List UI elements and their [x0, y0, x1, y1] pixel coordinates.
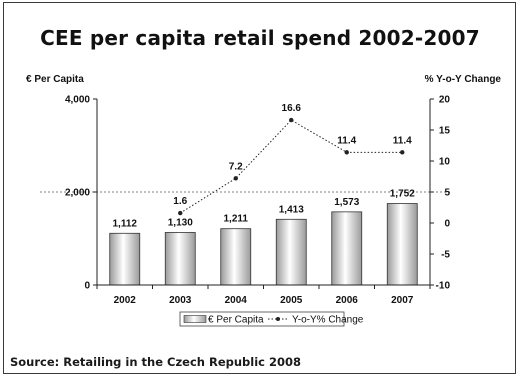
legend-line-marker	[276, 317, 280, 321]
left-tick-label: 0	[84, 281, 90, 292]
bar	[386, 203, 418, 286]
legend-bar-swatch	[183, 315, 207, 323]
yoy-value-label: 1.6	[173, 196, 187, 207]
bar-value-label: 1,130	[168, 217, 193, 228]
bar	[331, 211, 363, 286]
left-axis-title: € Per Capita	[26, 74, 84, 85]
bar	[109, 232, 141, 286]
x-tick-label: 2007	[391, 295, 414, 306]
right-tick-label: -10	[436, 281, 451, 292]
x-tick-label: 2005	[280, 295, 303, 306]
left-tick-label: 2,000	[65, 188, 90, 199]
legend-layer: € Per Capita Y-o-Y% Change	[179, 311, 364, 327]
right-tick-label: 5	[444, 188, 450, 199]
yoy-point	[178, 210, 183, 216]
x-tick-label: 2003	[169, 295, 192, 306]
yoy-point	[344, 150, 349, 155]
chart-frame	[3, 2, 516, 374]
chart-title: CEE per capita retail spend 2002-2007	[40, 26, 480, 50]
bar-value-label: 1,112	[113, 218, 138, 229]
source-note: Source: Retailing in the Czech Republic …	[10, 355, 301, 369]
bars-layer	[109, 203, 418, 286]
bar-value-label: 1,573	[334, 197, 359, 208]
right-axis-title: % Y-o-Y Change	[425, 74, 502, 85]
bar-value-label: 1,413	[279, 204, 304, 215]
yoy-line	[179, 119, 403, 214]
right-tick-label: 0	[444, 219, 450, 230]
bar-value-label: 1,211	[224, 214, 249, 225]
line-layer	[178, 117, 405, 216]
bar	[164, 232, 196, 286]
axes-layer: 0 2,000 4,000 -10 -5 0 5 10 15 20 2002 2003 2004 2005…	[26, 74, 501, 306]
right-tick-label: 20	[439, 95, 451, 106]
yoy-point	[289, 117, 294, 123]
x-tick-label: 2002	[114, 295, 137, 306]
right-tick-label: 15	[439, 126, 451, 137]
yoy-value-label: 11.4	[393, 135, 412, 146]
yoy-point	[233, 176, 238, 181]
right-tick-label: 10	[439, 157, 451, 168]
bar	[275, 218, 307, 286]
legend-bar-label: € Per Capita	[208, 315, 264, 326]
bar-value-label: 1,752	[390, 189, 415, 200]
bar	[220, 228, 252, 286]
x-tick-label: 2006	[336, 295, 359, 306]
yoy-point	[400, 150, 405, 155]
yoy-value-label: 16.6	[282, 103, 302, 114]
right-tick-label: -5	[441, 250, 450, 261]
x-tick-label: 2004	[225, 295, 248, 306]
legend-box	[179, 311, 345, 327]
yoy-value-label: 7.2	[229, 161, 243, 172]
yoy-value-label: 11.4	[337, 135, 356, 146]
legend-line-label: Y-o-Y% Change	[292, 315, 364, 326]
left-tick-label: 4,000	[65, 95, 90, 106]
labels-layer: 1,112 1,130 1,211 1,413 1,573 1,752 1.6 7.2 16.6…	[113, 103, 416, 229]
